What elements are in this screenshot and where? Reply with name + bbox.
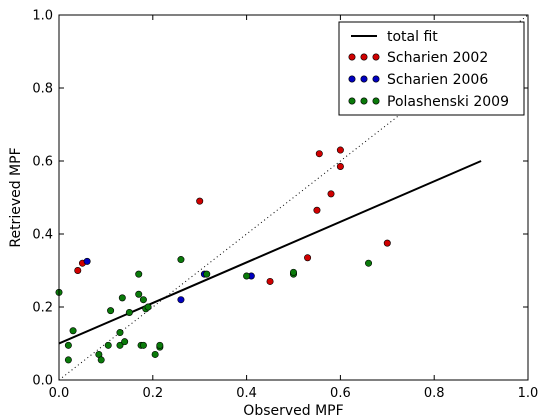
- data-point: [116, 329, 124, 337]
- data-point: [107, 307, 115, 315]
- series-scharien-2002: [74, 146, 391, 285]
- y-tick-label: 0.2: [32, 301, 53, 316]
- data-point: [135, 290, 143, 298]
- legend-label: Scharien 2006: [387, 72, 488, 88]
- data-point: [139, 296, 147, 304]
- total-fit-line: [59, 160, 482, 345]
- y-axis-label: Retrieved MPF: [8, 147, 24, 247]
- data-point: [289, 268, 297, 276]
- legend-marker: [360, 53, 368, 61]
- x-tick-label: 0.4: [236, 386, 257, 401]
- data-point: [118, 294, 126, 302]
- data-point: [383, 239, 391, 247]
- x-tick-label: 1.0: [518, 386, 539, 401]
- data-point: [69, 327, 77, 335]
- legend-swatch: [348, 97, 380, 105]
- data-point: [135, 270, 143, 278]
- y-tick-label: 0.8: [32, 82, 53, 97]
- data-point: [315, 150, 323, 158]
- data-point: [97, 356, 105, 364]
- legend-swatch: [348, 75, 380, 83]
- data-point: [196, 197, 204, 205]
- legend-marker: [372, 75, 380, 83]
- data-point: [336, 146, 344, 154]
- legend: total fit Scharien 2002 Scharien 2006 Polas…: [338, 21, 525, 116]
- legend-marker: [360, 97, 368, 105]
- data-point: [151, 350, 159, 358]
- ticks-layer: 0.0 0.2 0.4 0.6 0.8 1.0 0.0 0.2 0.4 0.6 0.8 1.0: [32, 9, 538, 402]
- series-polashenski-2009: [55, 256, 373, 364]
- points-layer: [55, 146, 391, 364]
- legend-marker: [348, 75, 356, 83]
- legend-swatch: [348, 53, 380, 61]
- data-point: [83, 257, 91, 265]
- legend-marker: [360, 75, 368, 83]
- y-tick-label: 1.0: [32, 9, 53, 24]
- data-point: [121, 338, 129, 346]
- legend-marker: [372, 97, 380, 105]
- data-point: [365, 259, 373, 267]
- x-axis-label: Observed MPF: [243, 403, 343, 419]
- data-point: [116, 341, 124, 349]
- data-point: [144, 303, 152, 311]
- x-tick-label: 0.0: [49, 386, 70, 401]
- data-point: [74, 266, 82, 274]
- data-point: [336, 162, 344, 170]
- data-point: [313, 206, 321, 214]
- legend-marker: [348, 97, 356, 105]
- data-point: [203, 270, 211, 278]
- data-point: [304, 254, 312, 262]
- x-tick-label: 0.6: [330, 386, 351, 401]
- data-point: [266, 277, 274, 285]
- y-tick-label: 0.0: [32, 374, 53, 389]
- x-tick-label: 0.8: [424, 386, 445, 401]
- legend-marker: [372, 53, 380, 61]
- data-point: [243, 272, 251, 280]
- y-tick-label: 0.4: [32, 228, 53, 243]
- data-point: [64, 341, 72, 349]
- data-point: [327, 190, 335, 198]
- plot-frame: [58, 14, 529, 381]
- data-point: [156, 341, 164, 349]
- data-point: [177, 256, 185, 264]
- data-point: [177, 296, 185, 304]
- data-point: [64, 356, 72, 364]
- data-point: [125, 308, 133, 316]
- legend-label: Polashenski 2009: [387, 94, 509, 110]
- y-tick-label: 0.6: [32, 155, 53, 170]
- x-tick-label: 0.2: [142, 386, 163, 401]
- data-point: [139, 341, 147, 349]
- data-point: [104, 341, 112, 349]
- legend-total-fit-label: total fit: [387, 29, 438, 45]
- legend-label: Scharien 2002: [387, 50, 488, 66]
- legend-marker: [348, 53, 356, 61]
- legend-box: [338, 21, 525, 116]
